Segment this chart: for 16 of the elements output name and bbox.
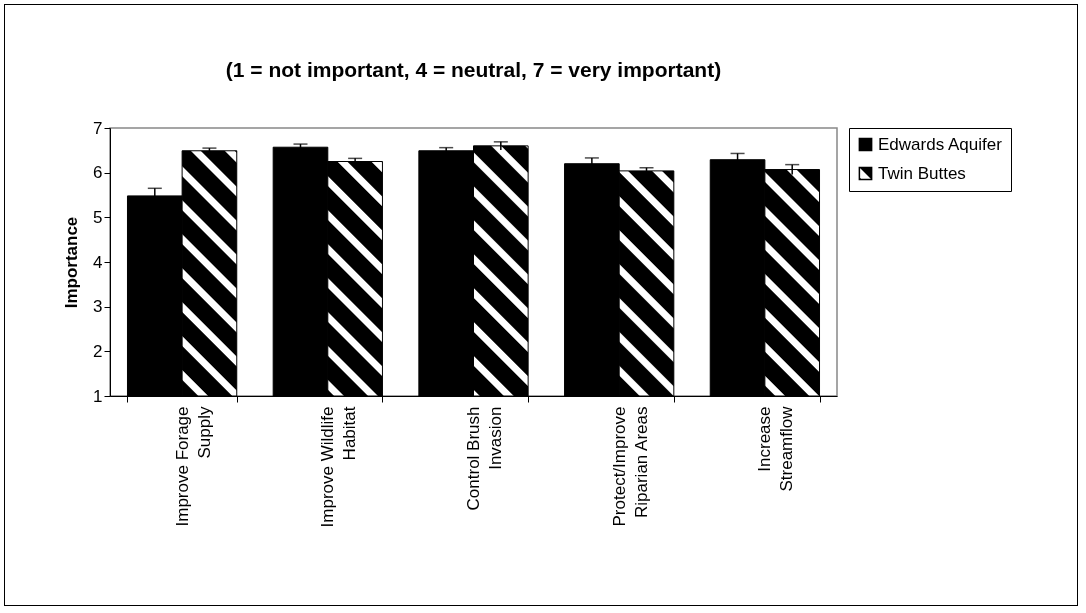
y-tick-label: 7 — [93, 118, 103, 138]
chart-title: (1 = not important, 4 = neutral, 7 = very important) — [225, 58, 722, 81]
x-tick-label: Increase Streamflow — [755, 405, 797, 492]
y-tick-label: 2 — [93, 341, 103, 361]
x-tick-label: Improve Wildlife Habitat — [318, 406, 360, 528]
y-tick-label: 3 — [93, 297, 103, 317]
x-tick-label: Protect/Improve Riparian Areas — [609, 406, 651, 527]
legend-label: Edwards Aquifer — [878, 134, 1003, 154]
y-tick-label: 5 — [93, 207, 103, 227]
x-tick-label: Improve Forage Supply — [172, 406, 214, 527]
y-axis-title: Importance — [62, 216, 82, 309]
y-tick-label: 6 — [93, 163, 103, 183]
y-tick-label: 1 — [93, 386, 103, 406]
legend-label: Twin Buttes — [878, 163, 966, 183]
y-tick-label: 4 — [93, 252, 103, 272]
x-tick-label: Control Brush Invasion — [464, 406, 505, 511]
